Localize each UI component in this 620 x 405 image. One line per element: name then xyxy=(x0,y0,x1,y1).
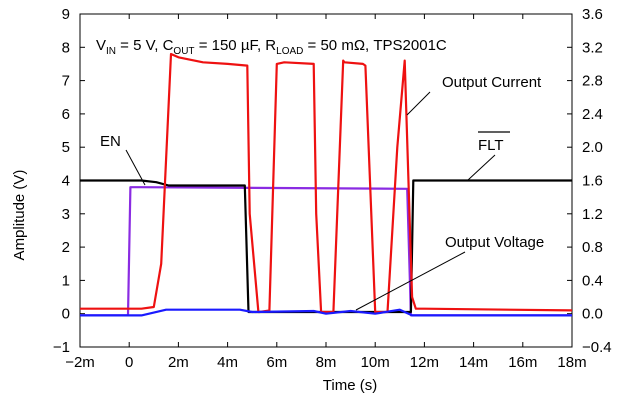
x-tick-label: 0 xyxy=(125,354,133,371)
series-output-current xyxy=(80,52,573,314)
flt-label: FLT xyxy=(478,137,504,154)
y-tick-label: 0 xyxy=(62,306,70,323)
y-right-tick-label: 1.2 xyxy=(582,206,603,223)
x-axis-title: Time (s) xyxy=(323,377,377,394)
y-tick-label: 8 xyxy=(62,39,70,56)
y-right-tick-label: 1.6 xyxy=(582,173,603,190)
y-right-tick-label: 3.6 xyxy=(582,6,603,23)
output-current-pointer xyxy=(406,91,431,116)
y-tick-label: 2 xyxy=(62,239,70,256)
x-tick-label: 8m xyxy=(316,354,337,371)
output-voltage-label: Output Voltage xyxy=(445,234,544,251)
x-tick-label: 18m xyxy=(557,354,586,371)
y-tick-label: 7 xyxy=(62,73,70,90)
y-right-tick-label: 0.8 xyxy=(582,239,603,256)
condition-annotation: VIN = 5 V, COUT = 150 µF, RLOAD = 50 mΩ,… xyxy=(96,37,447,57)
y-right-tick-label: 3.2 xyxy=(582,39,603,56)
output-current-label: Output Current xyxy=(442,74,542,91)
y-right-tick-label: 0.0 xyxy=(582,306,603,323)
en-pointer xyxy=(125,149,146,186)
x-tick-label: 6m xyxy=(266,354,287,371)
x-tick-label: 16m xyxy=(508,354,537,371)
y-tick-label: 4 xyxy=(62,173,70,190)
x-tick-label: 4m xyxy=(217,354,238,371)
y-right-tick-label: −0.4 xyxy=(582,339,612,356)
y-tick-label: 1 xyxy=(62,272,70,289)
y-right-tick-label: 0.4 xyxy=(582,272,603,289)
axes: −2m 0 2m 4m 6m 8m 10m 12m 14m 16m 18m −1 0 1 2 3 4 5 6 7 8 9 −… xyxy=(53,6,612,371)
y-right-tick-label: 2.0 xyxy=(582,139,603,156)
y-tick-label: 9 xyxy=(62,6,70,23)
y-tick-label: 5 xyxy=(62,139,70,156)
series-layer xyxy=(80,52,573,317)
x-tick-label: 2m xyxy=(168,354,189,371)
y-tick-label: −1 xyxy=(53,339,70,356)
flt-pointer xyxy=(467,154,496,181)
annotation-layer: VIN = 5 V, COUT = 150 µF, RLOAD = 50 mΩ,… xyxy=(11,37,544,394)
x-tick-label: 10m xyxy=(361,354,390,371)
y-axis-title: Amplitude (V) xyxy=(11,170,28,261)
y-right-tick-label: 2.4 xyxy=(582,106,603,123)
x-tick-label: 14m xyxy=(459,354,488,371)
y-tick-label: 6 xyxy=(62,106,70,123)
x-tick-label: −2m xyxy=(65,354,95,371)
series-output-voltage xyxy=(80,308,572,317)
y-tick-label: 3 xyxy=(62,206,70,223)
x-tick-label: 12m xyxy=(410,354,439,371)
en-label: EN xyxy=(100,133,121,150)
series-en xyxy=(80,186,572,317)
y-right-tick-label: 2.8 xyxy=(582,73,603,90)
output-voltage-pointer xyxy=(355,251,466,311)
